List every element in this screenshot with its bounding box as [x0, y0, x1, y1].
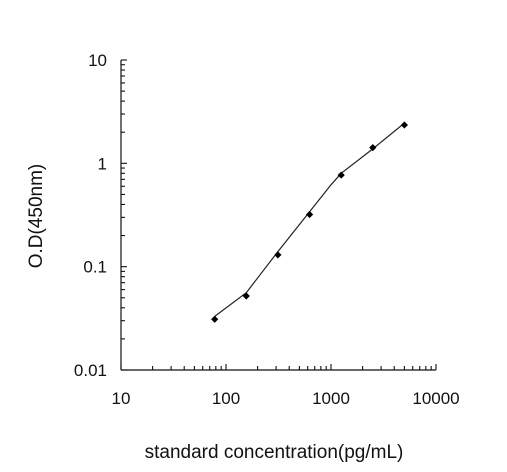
fit-curve — [214, 122, 405, 317]
ticks — [120, 59, 437, 371]
data-point — [337, 171, 345, 179]
tick-labels: 10 100 1000 10000 0.01 0.1 1 10 — [74, 51, 460, 408]
y-tick-label: 0.01 — [74, 361, 107, 380]
data-point — [242, 292, 250, 300]
x-tick-label: 10 — [112, 389, 131, 408]
data-point — [400, 121, 408, 129]
x-tick-label: 1000 — [312, 389, 350, 408]
data-point — [305, 210, 314, 219]
data-point — [211, 315, 219, 323]
y-tick-label: 0.1 — [83, 258, 107, 277]
y-tick-label: 10 — [88, 51, 107, 70]
y-tick-label: 1 — [98, 154, 107, 173]
x-tick-label: 100 — [212, 389, 240, 408]
plot-area — [211, 121, 408, 323]
x-tick-label: 10000 — [412, 389, 459, 408]
data-point — [274, 251, 282, 259]
x-axis-title: standard concentration(pg/mL) — [145, 442, 404, 463]
data-point — [369, 143, 377, 152]
axes — [120, 60, 436, 371]
y-axis-title: O.D(450nm) — [26, 164, 47, 269]
